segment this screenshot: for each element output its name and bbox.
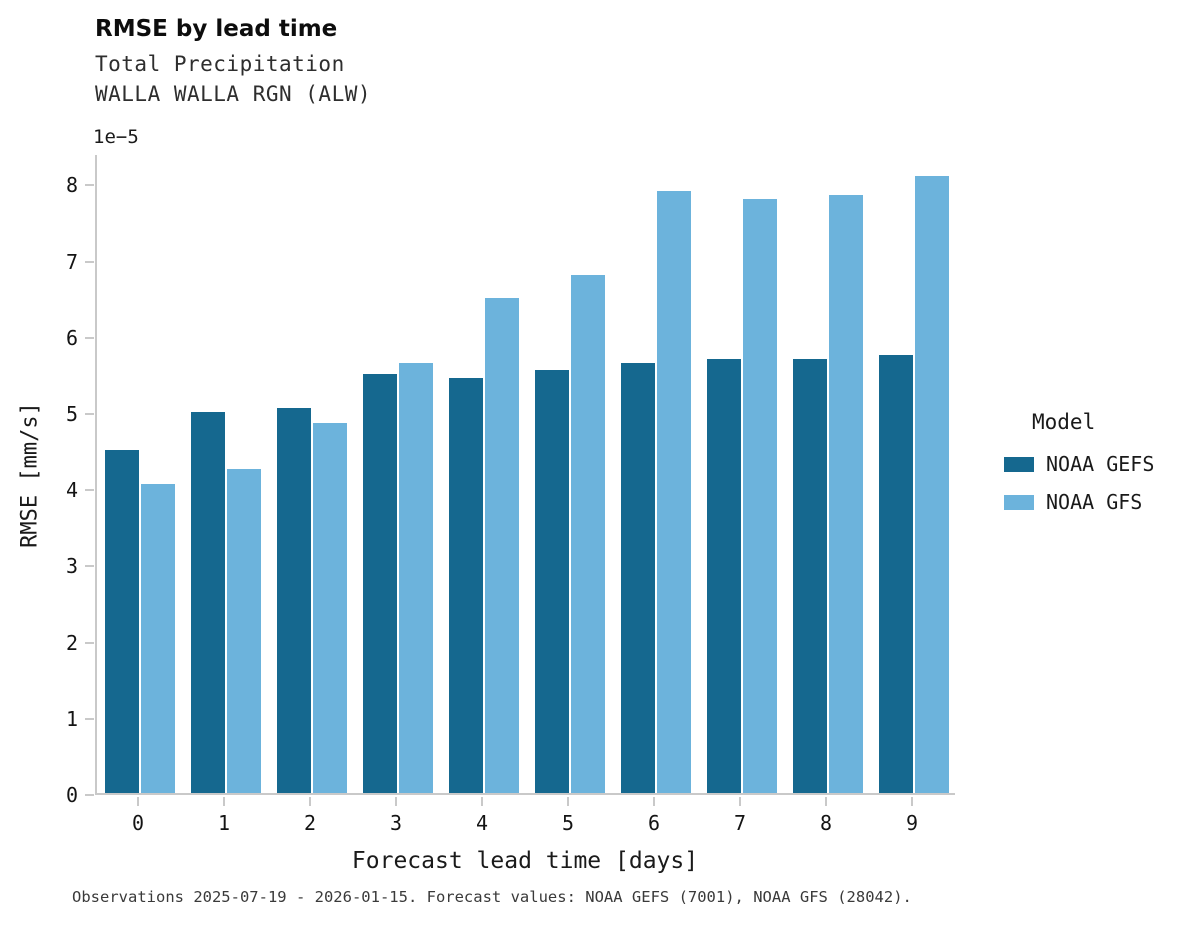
bar-noaa-gefs-lead-0 (105, 450, 139, 793)
y-tick-label-1: 1 (65, 706, 78, 731)
x-tick-mark-7 (739, 797, 741, 806)
x-tick-label-4: 4 (475, 811, 489, 835)
y-axis-offset-label: 1e−5 (93, 126, 139, 148)
bar-noaa-gefs-lead-1 (191, 412, 225, 793)
bar-noaa-gfs-lead-9 (915, 175, 949, 793)
bar-noaa-gfs-lead-3 (399, 362, 433, 793)
x-tick-label-0: 0 (131, 811, 145, 835)
y-tick-label-3: 3 (65, 554, 78, 579)
y-tick-label-0: 0 (65, 783, 78, 807)
x-tick-mark-5 (567, 797, 569, 806)
bar-noaa-gefs-lead-3 (363, 373, 397, 793)
x-tick-mark-2 (309, 797, 311, 806)
y-tick-label-6: 6 (65, 325, 78, 350)
chart-title: RMSE by lead time (95, 16, 338, 42)
y-tick-mark-4 (85, 489, 94, 492)
y-tick-mark-3 (85, 565, 94, 568)
bar-noaa-gfs-lead-4 (485, 297, 519, 793)
bar-noaa-gefs-lead-5 (535, 370, 569, 793)
bar-noaa-gefs-lead-7 (707, 358, 741, 793)
legend-title: Model (1032, 410, 1096, 434)
bar-noaa-gfs-lead-8 (829, 194, 863, 793)
bar-noaa-gfs-lead-5 (571, 274, 605, 793)
y-tick-mark-0 (85, 794, 94, 796)
x-tick-label-6: 6 (647, 811, 661, 835)
y-tick-mark-1 (85, 717, 94, 720)
bar-noaa-gefs-lead-2 (277, 408, 311, 793)
x-tick-label-5: 5 (561, 811, 575, 835)
legend-entry-noaa-gefs: NOAA GEFS (1004, 452, 1154, 476)
x-tick-label-7: 7 (733, 811, 747, 835)
y-tick-mark-6 (85, 336, 94, 339)
bar-noaa-gefs-lead-8 (793, 358, 827, 793)
x-tick-label-3: 3 (389, 811, 403, 835)
x-tick-mark-0 (137, 797, 139, 806)
legend: Model NOAA GEFS NOAA GFS (1004, 410, 1154, 528)
x-tick-mark-9 (911, 797, 913, 806)
bar-noaa-gfs-lead-6 (657, 191, 691, 793)
legend-label-noaa-gefs: NOAA GEFS (1046, 452, 1155, 476)
bar-noaa-gfs-lead-0 (141, 484, 175, 793)
y-tick-mark-2 (85, 641, 94, 644)
legend-entries: NOAA GEFS NOAA GFS (1004, 452, 1154, 514)
bar-noaa-gefs-lead-6 (621, 362, 655, 793)
legend-label-noaa-gfs: NOAA GFS (1046, 490, 1143, 514)
y-tick-label-8: 8 (65, 173, 78, 198)
y-tick-label-4: 4 (65, 478, 78, 503)
y-tick-label-5: 5 (65, 402, 78, 427)
y-tick-mark-8 (85, 184, 94, 187)
footer-note: Observations 2025-07-19 - 2026-01-15. Fo… (72, 888, 912, 906)
bar-noaa-gfs-lead-2 (313, 423, 347, 793)
x-tick-label-8: 8 (819, 811, 833, 835)
y-tick-mark-7 (85, 260, 94, 263)
x-tick-label-1: 1 (217, 811, 231, 835)
legend-swatch-noaa-gefs (1004, 456, 1034, 472)
plot-area (95, 155, 955, 795)
y-tick-mark-5 (85, 413, 94, 416)
bar-noaa-gefs-lead-9 (879, 354, 913, 793)
bar-noaa-gfs-lead-7 (743, 198, 777, 793)
y-tick-label-2: 2 (65, 630, 78, 655)
legend-swatch-noaa-gfs (1004, 494, 1034, 510)
chart-subtitle-location: WALLA WALLA RGN (ALW) (95, 82, 372, 106)
chart-subtitle-variable: Total Precipitation (95, 52, 345, 76)
x-tick-label-9: 9 (905, 811, 919, 835)
legend-entry-noaa-gfs: NOAA GFS (1004, 490, 1154, 514)
x-tick-mark-3 (395, 797, 397, 806)
x-tick-mark-8 (825, 797, 827, 806)
y-tick-label-7: 7 (65, 249, 78, 274)
x-tick-label-2: 2 (303, 811, 317, 835)
x-axis-label: Forecast lead time [days] (351, 848, 699, 874)
x-tick-mark-4 (481, 797, 483, 806)
x-tick-mark-1 (223, 797, 225, 806)
x-tick-mark-6 (653, 797, 655, 806)
bar-noaa-gefs-lead-4 (449, 377, 483, 793)
bar-noaa-gfs-lead-1 (227, 469, 261, 793)
